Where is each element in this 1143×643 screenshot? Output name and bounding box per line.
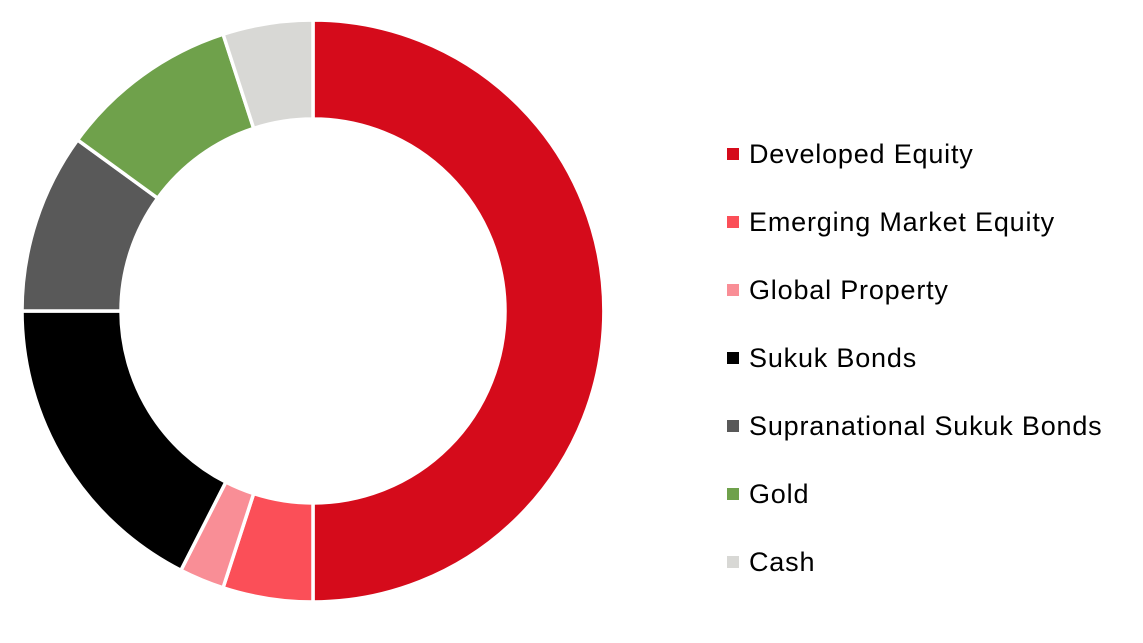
legend-label: Sukuk Bonds	[749, 343, 918, 373]
legend-label: Supranational Sukuk Bonds	[749, 411, 1103, 441]
legend-item-supranational-sukuk-bonds: Supranational Sukuk Bonds	[727, 409, 1102, 443]
legend-item-gold: Gold	[727, 477, 1102, 511]
legend-label: Global Property	[749, 275, 949, 305]
legend-item-developed-equity: Developed Equity	[727, 137, 1102, 171]
donut-slice-developed-equity	[311, 18, 606, 604]
legend-item-emerging-market-equity: Emerging Market Equity	[727, 205, 1102, 239]
legend-item-global-property: Global Property	[727, 273, 1102, 307]
legend-swatch-cash	[727, 556, 739, 568]
legend-swatch-developed-equity	[727, 148, 739, 160]
legend-label: Gold	[749, 479, 810, 509]
legend-item-sukuk-bonds: Sukuk Bonds	[727, 341, 1102, 375]
donut-slice-cash	[221, 18, 315, 131]
legend-item-cash: Cash	[727, 545, 1102, 579]
legend-label: Cash	[749, 547, 816, 577]
legend-swatch-emerging-market-equity	[727, 216, 739, 228]
legend: Developed Equity Emerging Market Equity Gl…	[727, 137, 1102, 613]
legend-label: Developed Equity	[749, 139, 974, 169]
legend-swatch-global-property	[727, 284, 739, 296]
legend-swatch-sukuk-bonds	[727, 352, 739, 364]
legend-label: Emerging Market Equity	[749, 207, 1055, 237]
donut-slice-sukuk-bonds	[20, 309, 228, 573]
legend-swatch-supranational-sukuk-bonds	[727, 420, 739, 432]
legend-swatch-gold	[727, 488, 739, 500]
donut-chart	[20, 18, 606, 604]
